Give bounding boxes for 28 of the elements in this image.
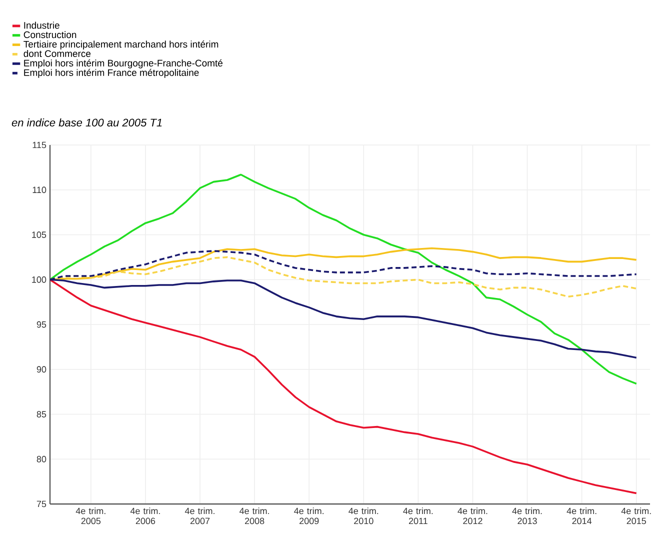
x-tick-label: 4e trim. 2005 [76, 508, 106, 524]
y-tick-label: 105 [32, 232, 46, 238]
x-tick-label: 4e trim. 2008 [240, 508, 269, 524]
y-tick-label: 90 [36, 366, 46, 373]
legend-label: Construction [24, 31, 76, 38]
x-tick-label: 4e trim. 2006 [130, 508, 160, 524]
line-series [50, 174, 638, 385]
chart-subtitle: en indice base 100 au 2005 T1 [12, 118, 162, 126]
x-tick-label: 4e trim. 2013 [512, 508, 542, 524]
y-tick-label: 75 [36, 500, 46, 508]
y-tick-label: 85 [36, 411, 46, 418]
y-tick-label: 80 [36, 456, 46, 462]
x-tick-label: 4e trim. 2011 [403, 508, 433, 524]
x-tick-label: 4e trim. 2014 [566, 508, 596, 524]
legend-label: Tertiaire principalement marchand hors intérim [24, 40, 218, 50]
y-tick-label: 95 [36, 321, 46, 328]
legend-label: Emploi hors intérim France métropolitaine [24, 68, 199, 78]
y-tick-label: 100 [32, 276, 46, 283]
y-tick-label: 110 [32, 186, 46, 194]
x-tick-label: 4e trim. 2012 [458, 508, 488, 524]
x-tick-label: 4e trim. 2010 [348, 508, 378, 524]
legend-label: Industrie [24, 22, 60, 29]
x-tick-label: 4e trim. 2009 [294, 508, 324, 524]
x-tick-label: 4e trim. 2007 [184, 508, 214, 524]
x-tick-label: 4e trim. 2015 [621, 508, 651, 524]
y-tick-label: 115 [32, 142, 46, 148]
legend-label: Emploi hors intérim Bourgogne-Franche-Comté [24, 59, 223, 68]
legend-label: dont Commerce [24, 50, 91, 57]
